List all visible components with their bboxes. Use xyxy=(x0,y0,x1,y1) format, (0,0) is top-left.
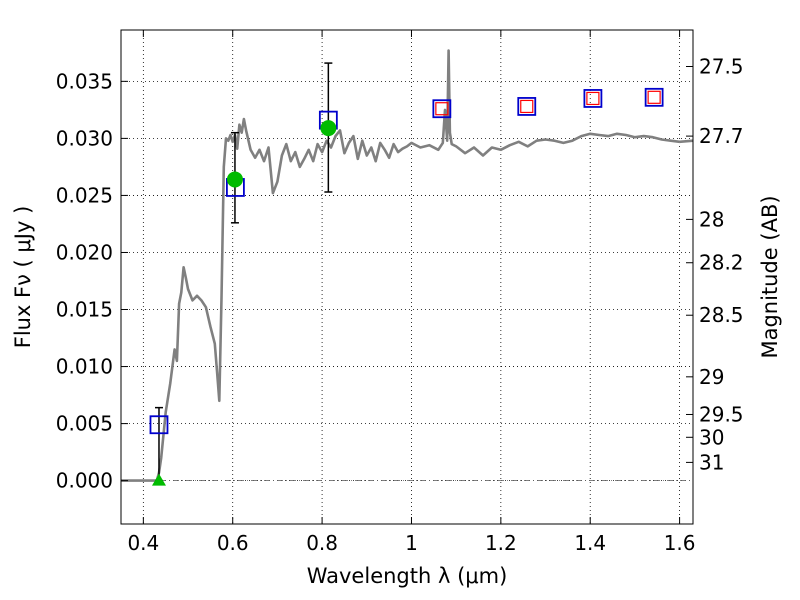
upper-limit-marker xyxy=(151,473,166,486)
magnitude-tick-label: 29.5 xyxy=(699,402,744,426)
y-axis-right-label: Magnitude (AB) xyxy=(758,195,782,358)
x-axis-label: Wavelength λ (μm) xyxy=(307,564,508,588)
x-tick-label: 1.2 xyxy=(485,531,517,555)
magnitude-tick-label: 31 xyxy=(699,450,724,474)
observed-point xyxy=(320,120,337,137)
model-point-blue xyxy=(583,89,603,108)
magnitude-tick-label: 28.5 xyxy=(699,303,744,327)
model-point-red xyxy=(435,102,449,116)
magnitude-tick-label: 30 xyxy=(699,425,724,449)
axis-ticks: 0.4 0.6 0.8 1 1.2 1.4 1.6 0.000 0.005 0.010 0.015 0… xyxy=(56,30,744,555)
x-tick-label: 0.4 xyxy=(127,531,159,555)
model-point-red xyxy=(647,90,661,104)
y-tick-label: 0.005 xyxy=(56,412,113,436)
data-markers xyxy=(149,87,664,486)
plot-frame xyxy=(120,29,694,525)
y-tick-label: 0.000 xyxy=(56,469,113,493)
y-tick-label: 0.010 xyxy=(56,355,113,379)
observed-point xyxy=(226,171,243,188)
spectrum-line xyxy=(121,49,694,482)
y-tick-label: 0.035 xyxy=(56,69,113,93)
magnitude-tick-label: 28.2 xyxy=(699,251,744,275)
x-tick-label: 0.8 xyxy=(306,531,338,555)
model-point-blue xyxy=(644,87,664,107)
x-tick-label: 1.4 xyxy=(574,531,606,555)
magnitude-tick-label: 27.5 xyxy=(699,55,744,79)
magnitude-tick-label: 29 xyxy=(699,365,724,389)
model-point-blue xyxy=(432,99,452,119)
y-tick-label: 0.015 xyxy=(56,298,113,322)
y-tick-label: 0.020 xyxy=(56,240,113,264)
x-tick-label: 1.6 xyxy=(664,531,696,555)
model-point-blue xyxy=(517,97,537,116)
model-point-red xyxy=(586,91,600,106)
magnitude-tick-label: 28 xyxy=(699,207,724,231)
y-tick-label: 0.025 xyxy=(56,183,113,207)
x-tick-label: 0.6 xyxy=(217,531,249,555)
y-tick-label: 0.030 xyxy=(56,126,113,150)
model-point-blue xyxy=(149,415,169,435)
magnitude-tick-label: 27.7 xyxy=(699,124,744,148)
y-axis-label: Flux Fν ( μJy ) xyxy=(11,206,35,349)
x-tick-label: 1 xyxy=(405,531,418,555)
model-point-red xyxy=(520,99,534,114)
grid-lines xyxy=(121,30,693,524)
